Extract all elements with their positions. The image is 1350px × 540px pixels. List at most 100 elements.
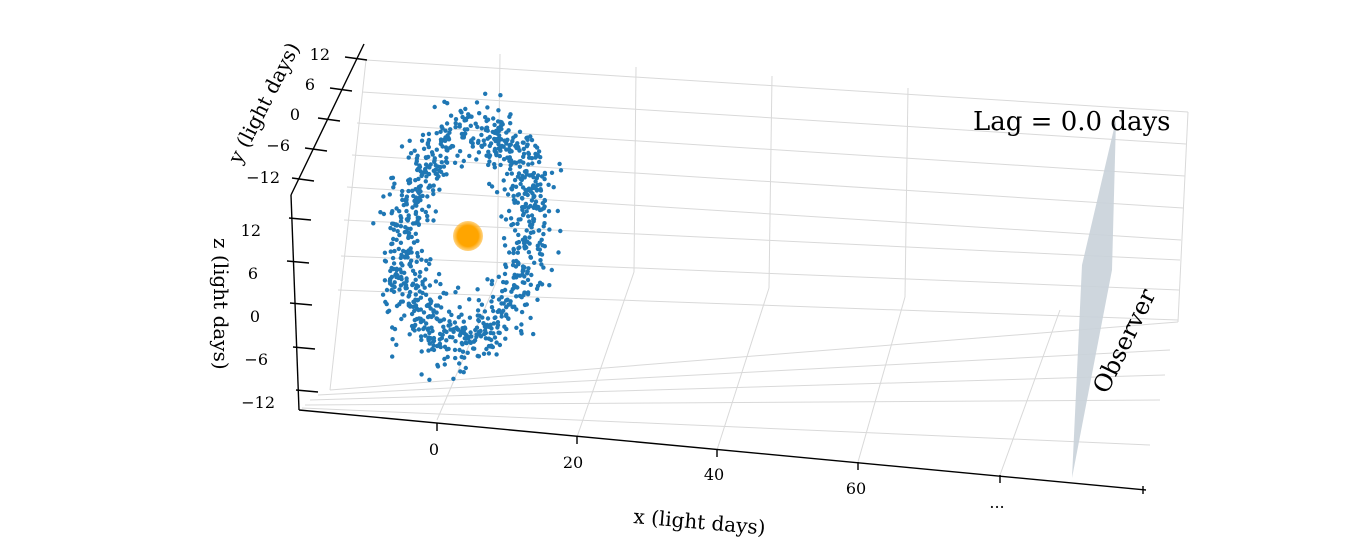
scatter-point <box>525 137 530 142</box>
scatter-point <box>535 297 540 302</box>
scatter-point <box>434 131 439 136</box>
scatter-point <box>416 307 421 313</box>
scatter-point <box>412 317 417 323</box>
scatter-point <box>388 249 393 254</box>
scatter-point <box>406 235 411 241</box>
scatter-point <box>433 167 438 172</box>
scatter-point <box>499 143 505 149</box>
scatter-point <box>524 168 529 174</box>
scatter-point <box>484 346 489 352</box>
scatter-point <box>442 362 447 367</box>
scatter-point <box>469 114 474 119</box>
scatter-point <box>383 299 388 305</box>
scatter-point <box>465 334 470 339</box>
scatter-point <box>398 219 404 224</box>
scatter-point <box>487 159 492 164</box>
scatter-point <box>459 312 464 317</box>
scatter-point <box>497 153 502 159</box>
scatter-point <box>494 131 499 136</box>
scatter-point <box>542 213 548 218</box>
scatter-point <box>528 189 533 194</box>
scatter-point <box>406 213 411 218</box>
scatter-point <box>541 224 546 229</box>
scatter-point <box>475 140 481 145</box>
scatter-point <box>404 217 410 222</box>
scatter-point <box>461 158 466 164</box>
scatter-point <box>410 221 416 226</box>
scatter-point <box>534 206 539 211</box>
scatter-point <box>499 295 504 300</box>
scatter-point <box>540 243 545 248</box>
scatter-point <box>381 211 387 217</box>
scatter-point <box>502 243 508 248</box>
scatter-point <box>539 252 545 257</box>
y-tick-label: −12 <box>246 168 280 187</box>
scatter-point <box>541 231 546 237</box>
scatter-point <box>453 290 458 295</box>
scatter-point <box>431 191 436 197</box>
scatter-point <box>504 130 509 135</box>
scatter-point <box>501 279 506 285</box>
scatter-point <box>407 293 412 298</box>
scatter-point <box>428 336 433 341</box>
scatter-point <box>437 295 443 300</box>
scatter-point <box>492 335 498 340</box>
scatter-point <box>462 355 467 360</box>
scatter-point <box>452 347 458 353</box>
scatter-point <box>448 113 454 118</box>
scatter-point <box>524 302 529 307</box>
scatter-point <box>531 170 537 176</box>
scatter-point <box>408 151 414 156</box>
scatter-point <box>489 278 495 284</box>
scatter-point <box>389 175 394 181</box>
scatter-point <box>428 306 433 311</box>
scatter-point <box>465 350 470 355</box>
scatter-point <box>390 354 395 359</box>
scatter-point <box>514 294 519 299</box>
scatter-point <box>434 147 439 152</box>
scatter-point <box>418 269 423 275</box>
scatter-point <box>520 196 525 201</box>
scatter-point <box>429 314 434 320</box>
scatter-point <box>461 328 466 334</box>
scatter-point <box>415 254 421 259</box>
scatter-point <box>542 176 547 182</box>
scatter-point <box>418 183 423 189</box>
scatter-point <box>427 377 432 382</box>
scatter-point <box>496 108 501 113</box>
scatter-point <box>509 149 514 154</box>
scatter-point <box>390 209 395 214</box>
scatter-point <box>499 214 504 219</box>
scatter-point <box>398 255 403 261</box>
scatter-point <box>398 240 404 245</box>
scatter-point <box>444 291 449 296</box>
scatter-point <box>382 250 388 255</box>
scatter-point <box>481 321 486 326</box>
scatter-point <box>466 112 471 117</box>
scatter-point <box>414 283 419 288</box>
scatter-point <box>479 126 484 131</box>
scatter-point <box>483 91 488 97</box>
scatter-point <box>380 292 386 297</box>
scatter-point <box>474 100 480 105</box>
scatter-point <box>395 273 400 278</box>
scatter-point <box>429 347 435 352</box>
scatter-point <box>515 174 521 179</box>
scatter-point <box>424 321 429 326</box>
scatter-point <box>514 160 519 166</box>
scatter-point <box>529 222 535 227</box>
scatter-point <box>420 290 425 296</box>
scatter-point <box>414 259 419 264</box>
observer-plane <box>1072 120 1116 478</box>
central-source <box>453 221 483 251</box>
scatter-point <box>390 255 396 261</box>
scatter-point <box>482 331 487 337</box>
scatter-point <box>451 376 456 381</box>
scatter-point <box>403 225 408 230</box>
scatter-point <box>526 151 532 157</box>
scatter-point <box>458 369 463 374</box>
scatter-point <box>531 331 536 337</box>
scatter-point <box>398 224 404 229</box>
scatter-point <box>413 277 418 282</box>
scatter-point <box>439 335 445 341</box>
